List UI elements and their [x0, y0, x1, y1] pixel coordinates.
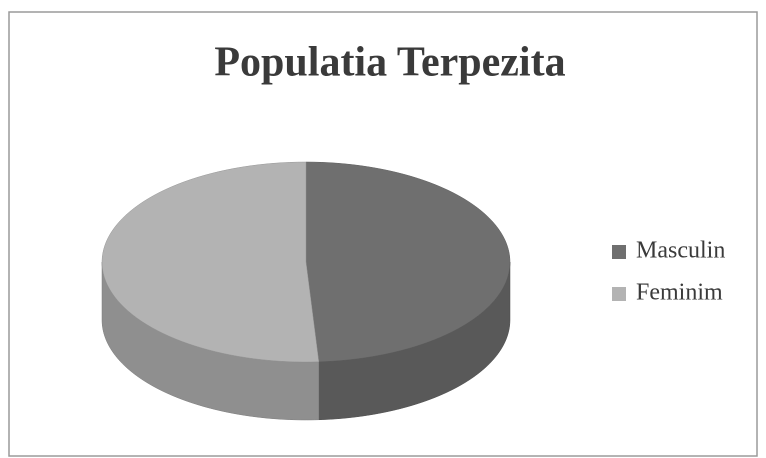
slice	[305, 161, 511, 363]
legend-label: Feminim	[636, 280, 723, 306]
legend-swatch	[612, 287, 626, 301]
slice	[101, 161, 320, 363]
legend-label: Masculin	[636, 238, 725, 264]
chart-frame	[8, 11, 758, 457]
chart-title: Populatia Terpezita	[214, 40, 565, 86]
legend-swatch	[612, 245, 626, 259]
